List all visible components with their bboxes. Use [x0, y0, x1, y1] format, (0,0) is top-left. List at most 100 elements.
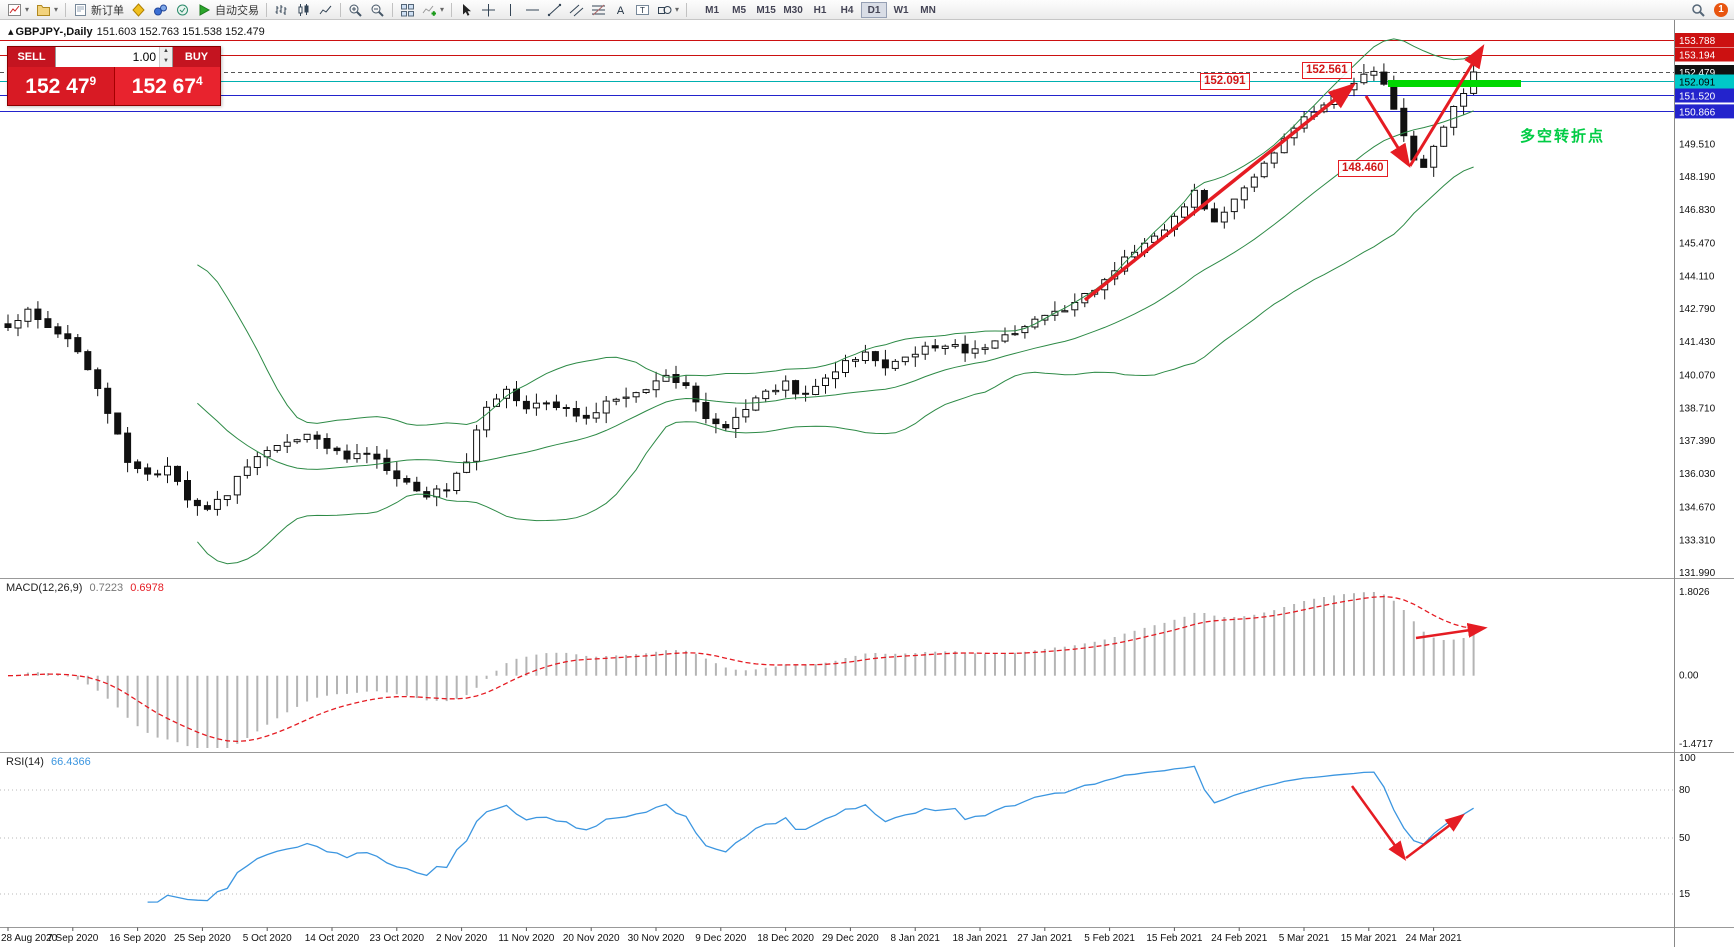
svg-text:144.110: 144.110: [1679, 272, 1715, 283]
notification-badge[interactable]: 1: [1714, 2, 1728, 17]
volume-down-button[interactable]: ▼: [160, 57, 172, 67]
autotrade-label: 自动交易: [215, 4, 260, 17]
svg-text:138.710: 138.710: [1679, 404, 1716, 415]
horizontal-line-icon: [525, 3, 540, 17]
tf-h1[interactable]: H1: [807, 2, 833, 18]
rsi-levels: [0, 789, 1674, 895]
svg-text:27 Jan 2021: 27 Jan 2021: [1017, 933, 1072, 944]
chevron-down-icon: ▾: [675, 5, 680, 14]
toolbar-separator: [451, 2, 453, 17]
svg-text:29 Dec 2020: 29 Dec 2020: [822, 933, 879, 944]
toolbar-separator: [266, 2, 268, 17]
svg-text:1.8026: 1.8026: [1679, 587, 1710, 598]
svg-text:50: 50: [1679, 833, 1691, 844]
text-button[interactable]: A: [610, 1, 631, 19]
search-button[interactable]: [1688, 1, 1709, 19]
tf-m30[interactable]: M30: [780, 2, 806, 18]
annotation-note[interactable]: 多空转折点: [1520, 128, 1606, 145]
buy-price-button[interactable]: 152 674: [114, 67, 220, 105]
candles-layer: [4, 63, 1478, 516]
candlestick-icon: [296, 3, 311, 17]
trendline-button[interactable]: [544, 1, 565, 19]
crosshair-icon: [481, 3, 496, 17]
sell-price-button[interactable]: 152 479: [8, 67, 115, 105]
trend-arrows[interactable]: [1083, 44, 1488, 862]
shapes-icon: [657, 3, 672, 17]
svg-text:5 Oct 2020: 5 Oct 2020: [243, 933, 292, 944]
tf-h4[interactable]: H4: [834, 2, 860, 18]
price-callout-3[interactable]: 148.460: [1338, 160, 1388, 177]
svg-text:18 Jan 2021: 18 Jan 2021: [952, 933, 1007, 944]
channel-icon: [569, 3, 584, 17]
fibonacci-button[interactable]: [588, 1, 609, 19]
volume-input[interactable]: [56, 47, 159, 67]
price-level-lines[interactable]: [0, 40, 1674, 112]
text-icon: A: [613, 3, 628, 17]
one-click-trading-panel[interactable]: SELL ▲ ▼ BUY 152 479 152 674: [7, 46, 221, 106]
svg-text:152.479: 152.479: [1679, 68, 1716, 79]
line-chart-button[interactable]: [315, 1, 336, 19]
tf-mn[interactable]: MN: [915, 2, 941, 18]
channel-button[interactable]: [566, 1, 587, 19]
new-order-label: 新订单: [91, 4, 125, 17]
support-zone-drawing[interactable]: [1388, 80, 1521, 87]
svg-text:9 Dec 2020: 9 Dec 2020: [695, 933, 747, 944]
tf-d1[interactable]: D1: [861, 1, 888, 18]
zoom-out-button[interactable]: [367, 1, 388, 19]
profiles-button[interactable]: ▾: [33, 1, 61, 19]
vertical-line-button[interactable]: [500, 1, 521, 19]
market-watch-button[interactable]: [150, 1, 171, 19]
new-order-button[interactable]: 新订单: [70, 1, 127, 19]
price-axis[interactable]: 149.510 148.190 146.830 145.470 144.110 142.7…: [1674, 20, 1734, 947]
alerts-button[interactable]: [128, 1, 149, 19]
svg-text:131.990: 131.990: [1679, 568, 1716, 579]
buy-button[interactable]: BUY: [173, 47, 220, 67]
rsi-line: [147, 765, 1474, 903]
svg-text:25 Sep 2020: 25 Sep 2020: [174, 933, 231, 944]
svg-text:16 Sep 2020: 16 Sep 2020: [109, 933, 166, 944]
svg-text:24 Feb 2021: 24 Feb 2021: [1211, 933, 1268, 944]
trendline-icon: [547, 3, 562, 17]
price-callout-2[interactable]: 152.561: [1302, 62, 1352, 79]
search-icon: [1691, 3, 1706, 17]
cursor-button[interactable]: [456, 1, 477, 19]
line-chart-icon: [318, 3, 333, 17]
shapes-button[interactable]: ▾: [654, 1, 682, 19]
tf-w1[interactable]: W1: [888, 2, 914, 18]
tf-m15[interactable]: M15: [753, 2, 779, 18]
autotrade-button[interactable]: 自动交易: [194, 1, 262, 19]
timeframe-group: M1 M5 M15 M30 H1 H4 D1 W1 MN: [699, 1, 941, 18]
tf-m1[interactable]: M1: [699, 2, 725, 18]
rsi-value: 66.4366: [50, 756, 91, 768]
toolbar-right: 1: [1688, 1, 1730, 19]
sell-button[interactable]: SELL: [8, 47, 55, 67]
chevron-down-icon: ▾: [440, 5, 445, 14]
zoom-in-button[interactable]: [345, 1, 366, 19]
crosshair-button[interactable]: [478, 1, 499, 19]
macd-value-signal: 0.6978: [130, 582, 164, 594]
svg-text:153.788: 153.788: [1679, 36, 1716, 47]
svg-text:14 Oct 2020: 14 Oct 2020: [305, 933, 360, 944]
macd-signal-line: [7, 595, 1474, 743]
text-label-button[interactable]: T: [632, 1, 653, 19]
macd-label: MACD(12,26,9) 0.7223 0.6978: [6, 582, 164, 594]
indicators-button[interactable]: ▾: [419, 1, 447, 19]
tile-windows-button[interactable]: [397, 1, 418, 19]
candlestick-chart-button[interactable]: [293, 1, 314, 19]
toolbar-separator: [392, 2, 394, 17]
svg-text:153.194: 153.194: [1679, 51, 1716, 62]
horizontal-line-button[interactable]: [522, 1, 543, 19]
volume-up-button[interactable]: ▲: [160, 47, 172, 57]
svg-text:7 Sep 2020: 7 Sep 2020: [47, 933, 99, 944]
svg-text:5 Mar 2021: 5 Mar 2021: [1279, 933, 1330, 944]
price-callout-1[interactable]: 152.091: [1200, 73, 1250, 90]
toolbar-separator: [65, 2, 67, 17]
svg-text:140.070: 140.070: [1679, 370, 1716, 381]
new-chart-button[interactable]: ▾: [4, 1, 32, 19]
svg-text:5 Feb 2021: 5 Feb 2021: [1084, 933, 1135, 944]
bar-chart-button[interactable]: [271, 1, 292, 19]
scripts-button[interactable]: [172, 1, 193, 19]
tf-m5[interactable]: M5: [726, 2, 752, 18]
